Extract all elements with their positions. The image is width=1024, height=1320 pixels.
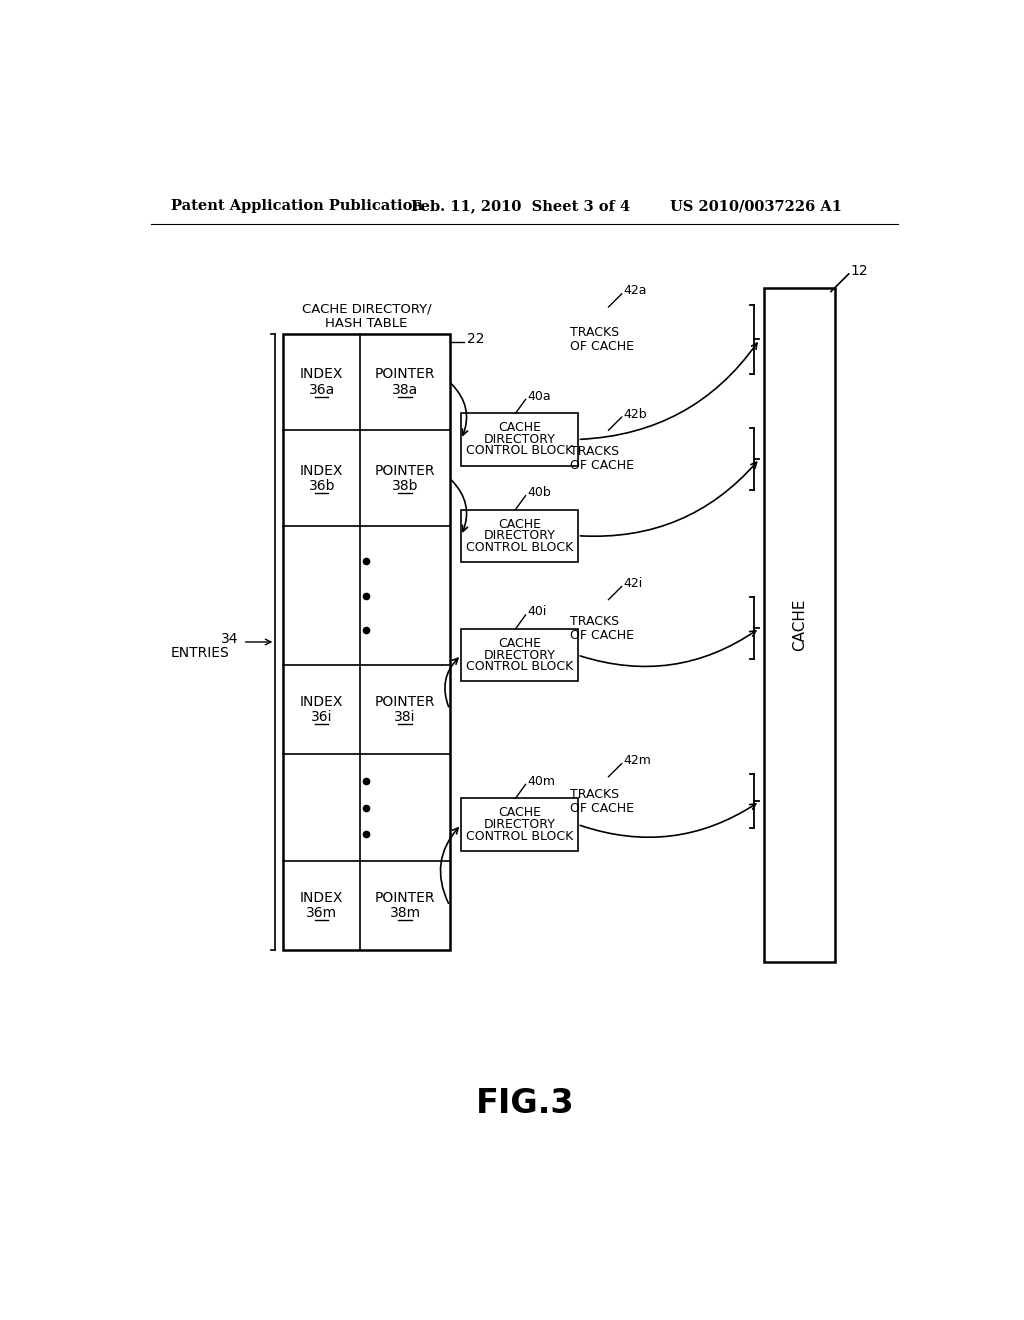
Text: CONTROL BLOCK: CONTROL BLOCK — [466, 829, 573, 842]
Text: ENTRIES: ENTRIES — [171, 645, 229, 660]
Text: OF CACHE: OF CACHE — [569, 339, 634, 352]
Text: US 2010/0037226 A1: US 2010/0037226 A1 — [671, 199, 843, 213]
Bar — [461, 799, 578, 850]
Text: CONTROL BLOCK: CONTROL BLOCK — [466, 445, 573, 458]
Text: TRACKS: TRACKS — [569, 326, 618, 339]
Text: CACHE DIRECTORY/: CACHE DIRECTORY/ — [301, 302, 431, 315]
Text: 36m: 36m — [306, 907, 337, 920]
Text: 38m: 38m — [389, 907, 421, 920]
Text: 42m: 42m — [624, 754, 651, 767]
Text: TRACKS: TRACKS — [569, 445, 618, 458]
Text: OF CACHE: OF CACHE — [569, 628, 634, 642]
Text: INDEX: INDEX — [300, 367, 343, 381]
Text: CACHE: CACHE — [498, 638, 541, 649]
Text: 42b: 42b — [624, 408, 647, 421]
Bar — [283, 334, 450, 950]
Text: 12: 12 — [850, 264, 868, 277]
Text: OF CACHE: OF CACHE — [569, 459, 634, 473]
Text: POINTER: POINTER — [375, 891, 435, 906]
Text: 34: 34 — [220, 632, 238, 645]
Text: DIRECTORY: DIRECTORY — [483, 648, 555, 661]
Text: 40m: 40m — [527, 775, 555, 788]
Bar — [764, 288, 835, 961]
Text: POINTER: POINTER — [375, 463, 435, 478]
Text: 40b: 40b — [527, 486, 551, 499]
Text: 36a: 36a — [308, 383, 335, 397]
Text: INDEX: INDEX — [300, 463, 343, 478]
Text: CONTROL BLOCK: CONTROL BLOCK — [466, 660, 573, 673]
Text: 40a: 40a — [527, 389, 551, 403]
Text: TRACKS: TRACKS — [569, 615, 618, 628]
Text: Patent Application Publication: Patent Application Publication — [171, 199, 423, 213]
Text: 42a: 42a — [624, 284, 647, 297]
Bar — [461, 510, 578, 562]
Text: 38b: 38b — [392, 479, 418, 494]
Text: Feb. 11, 2010  Sheet 3 of 4: Feb. 11, 2010 Sheet 3 of 4 — [411, 199, 630, 213]
Text: CONTROL BLOCK: CONTROL BLOCK — [466, 541, 573, 554]
Text: TRACKS: TRACKS — [569, 788, 618, 801]
Text: 36i: 36i — [311, 710, 333, 725]
Text: CACHE: CACHE — [498, 517, 541, 531]
Bar — [461, 413, 578, 466]
Text: INDEX: INDEX — [300, 694, 343, 709]
Text: 42i: 42i — [624, 577, 642, 590]
Text: POINTER: POINTER — [375, 367, 435, 381]
Text: 38i: 38i — [394, 710, 416, 725]
Text: DIRECTORY: DIRECTORY — [483, 529, 555, 543]
Text: 36b: 36b — [308, 479, 335, 494]
Text: INDEX: INDEX — [300, 891, 343, 906]
Text: OF CACHE: OF CACHE — [569, 801, 634, 814]
Bar — [461, 628, 578, 681]
Text: DIRECTORY: DIRECTORY — [483, 433, 555, 446]
Text: 22: 22 — [467, 331, 484, 346]
Text: DIRECTORY: DIRECTORY — [483, 818, 555, 832]
Text: HASH TABLE: HASH TABLE — [326, 317, 408, 330]
Text: CACHE: CACHE — [498, 421, 541, 434]
Text: CACHE: CACHE — [792, 598, 807, 651]
Text: FIG.3: FIG.3 — [475, 1088, 574, 1121]
Text: 40i: 40i — [527, 606, 547, 619]
Text: POINTER: POINTER — [375, 694, 435, 709]
Text: CACHE: CACHE — [498, 807, 541, 820]
Text: 38a: 38a — [392, 383, 418, 397]
